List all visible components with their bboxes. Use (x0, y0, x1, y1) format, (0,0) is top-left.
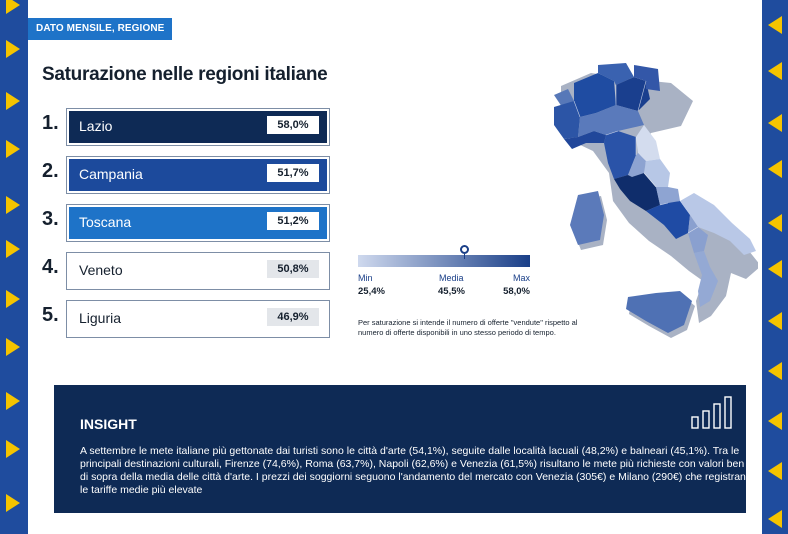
ranking-bar: Toscana 51,2% (66, 204, 330, 242)
region-lombardia (574, 73, 616, 117)
ranking-bar: Lazio 58,0% (66, 108, 330, 146)
decorative-triangle (6, 440, 20, 458)
decorative-triangle (768, 160, 782, 178)
decorative-triangle (6, 40, 20, 58)
region-value: 51,2% (267, 212, 319, 230)
region-sardegna (570, 191, 604, 245)
mean-marker-icon (460, 245, 469, 259)
region-puglia (680, 193, 756, 255)
rank-number: 2. (42, 160, 59, 182)
decorative-triangle (6, 92, 20, 110)
rank-number: 4. (42, 256, 59, 278)
left-decorative-border (0, 0, 28, 534)
legend-max-label: Max (512, 273, 530, 283)
region-name: Veneto (79, 262, 123, 278)
decorative-triangle (6, 338, 20, 356)
decorative-triangle (768, 62, 782, 80)
italy-map (554, 63, 758, 338)
legend-min-value: 25,4% (358, 286, 385, 297)
region-campania (646, 201, 690, 239)
decorative-triangle (6, 290, 20, 308)
infographic-card: DATO MENSILE, REGIONE Saturazione nelle … (28, 0, 762, 534)
region-sicilia (626, 291, 692, 333)
decorative-triangle (6, 240, 20, 258)
region-name: Campania (79, 166, 143, 182)
region-friuli (634, 65, 660, 91)
insight-text: A settembre le mete italiane più gettona… (80, 445, 756, 496)
region-name: Lazio (79, 118, 113, 134)
ranking-row: 3. Toscana 51,2% (42, 204, 332, 242)
page-title: Saturazione nelle regioni italiane (42, 64, 328, 85)
definition-note: Per saturazione si intende il numero di … (358, 318, 578, 337)
rank-number: 3. (42, 208, 59, 230)
region-marche (636, 125, 660, 161)
region-value: 50,8% (267, 260, 319, 278)
decorative-triangle (6, 392, 20, 410)
bar-chart-icon (691, 396, 732, 429)
rank-number: 1. (42, 112, 59, 134)
legend-mid-label: Media (439, 273, 464, 283)
rank-number: 5. (42, 304, 59, 326)
ranking-bar: Campania 51,7% (66, 156, 330, 194)
decorative-triangle (768, 362, 782, 380)
region-umbria (628, 153, 646, 177)
right-decorative-border (762, 0, 788, 534)
decorative-triangle (768, 214, 782, 232)
region-toscana (604, 131, 636, 179)
insight-title: INSIGHT (80, 416, 137, 432)
decorative-triangle (768, 16, 782, 34)
legend-min-label: Min (358, 273, 373, 283)
region-molise (656, 187, 680, 205)
region-abruzzo (644, 159, 670, 187)
color-scale-legend: Min Media Max 25,4% 45,5% 58,0% (358, 245, 533, 298)
color-gradient-bar (358, 245, 530, 267)
region-liguria (564, 131, 606, 149)
decorative-triangle (6, 0, 20, 14)
decorative-triangle (6, 140, 20, 158)
decorative-triangle (768, 312, 782, 330)
decorative-triangle (6, 494, 20, 512)
legend-mid-value: 45,5% (438, 286, 465, 297)
region-value: 51,7% (267, 164, 319, 182)
decorative-triangle (6, 196, 20, 214)
region-piemonte (554, 101, 580, 139)
ranking-row: 5. Liguria 46,9% (42, 300, 332, 338)
region-name: Toscana (79, 214, 132, 230)
decorative-triangle (768, 510, 782, 528)
ranking-bar: Veneto 50,8% (66, 252, 330, 290)
region-basilicata (688, 215, 708, 253)
ranking-row: 4. Veneto 50,8% (42, 252, 332, 290)
region-emilia (578, 105, 644, 137)
insight-panel: INSIGHT A settembre le mete italiane più… (54, 385, 755, 513)
region-veneto (616, 77, 650, 111)
ranking-row: 1. Lazio 58,0% (42, 108, 332, 146)
ranking-bar: Liguria 46,9% (66, 300, 330, 338)
region-calabria (694, 251, 718, 307)
decorative-triangle (768, 114, 782, 132)
legend-max-value: 58,0% (503, 286, 530, 297)
region-trentino (598, 63, 634, 85)
region-lazio (614, 173, 660, 211)
ranking-list: 1. Lazio 58,0% 2. Campania 51,7% 3. Tosc… (42, 108, 332, 348)
category-tag: DATO MENSILE, REGIONE (28, 18, 173, 40)
decorative-triangle (768, 412, 782, 430)
decorative-triangle (768, 462, 782, 480)
decorative-triangle (768, 260, 782, 278)
region-name: Liguria (79, 310, 122, 326)
region-value: 58,0% (267, 116, 319, 134)
ranking-row: 2. Campania 51,7% (42, 156, 332, 194)
region-value: 46,9% (267, 308, 319, 326)
